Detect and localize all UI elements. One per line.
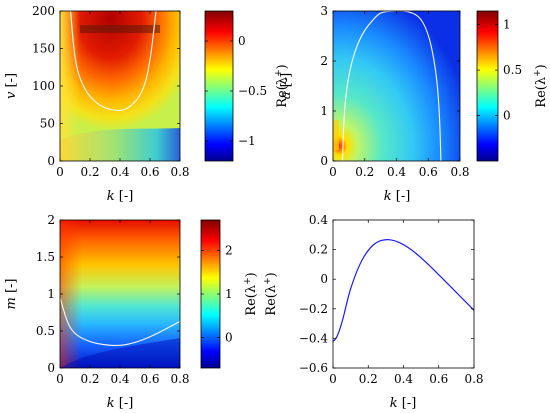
x-tick-label: 0.4 — [394, 372, 413, 386]
y-tick-label: −0.4 — [299, 331, 329, 345]
y-ticks-3: 0 0.5 1 1.5 2 — [36, 213, 180, 375]
x-tick-label: 0.4 — [110, 165, 129, 179]
colorbar-tick-label: 1 — [225, 287, 233, 301]
x-ticks-2: 0 0.2 0.4 0.6 0.8 — [329, 11, 470, 179]
x-tick-label: 0.6 — [419, 165, 438, 179]
x-tick-label: 0.6 — [140, 165, 159, 179]
x-axis-label-2: k [-] — [384, 189, 411, 204]
y-tick-label: 50 — [40, 117, 55, 131]
y-tick-label: 0.2 — [309, 243, 328, 257]
heatmap-field-3 — [60, 220, 180, 368]
heatmap-field-1 — [60, 11, 180, 161]
x-tick-label: 0.2 — [80, 165, 99, 179]
y-axis-label-1: v [-] — [4, 73, 19, 99]
y-axis-label-3: m [-] — [4, 279, 19, 310]
x-tick-label: 0.2 — [355, 165, 374, 179]
y-tick-label: 1.5 — [36, 250, 55, 264]
x-ticks-4: 0 0.2 0.4 0.6 0.8 — [329, 220, 484, 386]
line-series-1 — [333, 239, 474, 342]
colorbar-ticks-3: 2 1 0 — [201, 243, 233, 345]
x-tick-label: 0 — [329, 372, 337, 386]
y-ticks-1: 0 50 100 150 200 — [32, 4, 180, 168]
colorbar-tick-label: 2 — [225, 243, 233, 257]
y-tick-label: 0.5 — [36, 324, 55, 338]
y-ticks-2: 0 1 2 3 — [320, 4, 460, 168]
y-tick-label: 2 — [320, 54, 328, 68]
x-axis-label-3: k [-] — [107, 396, 134, 411]
y-tick-label: 3 — [320, 4, 328, 18]
y-tick-label: 1 — [47, 287, 55, 301]
colorbar-tick-label: 0 — [225, 331, 233, 345]
y-tick-label: 2 — [47, 213, 55, 227]
line-panel-bottom-right: 0 0.2 0.4 0.6 0.8 0.40.20−0.2−0.4−0.6 k [-] … — [263, 213, 484, 411]
y-tick-label: −0.2 — [299, 302, 328, 316]
x-tick-label: 0.4 — [110, 372, 129, 386]
y-tick-label: 100 — [32, 79, 55, 93]
x-tick-label: 0 — [56, 165, 64, 179]
heatmap-field-2 — [333, 11, 460, 161]
y-tick-label: −0.6 — [299, 361, 328, 375]
y-tick-label: 200 — [32, 4, 55, 18]
colorbar-tick-label: 1 — [503, 18, 511, 32]
y-tick-label: 150 — [32, 42, 55, 56]
y-axis-label-4: Re(λ+) — [263, 272, 279, 315]
colorbar-tick-label: 0 — [503, 109, 511, 123]
colorbar-1 — [205, 11, 233, 161]
colorbar-label-3: Re(λ+) — [243, 272, 259, 315]
colorbar-3 — [201, 220, 220, 368]
y-tick-label: 1 — [320, 104, 328, 118]
colorbar-label-2: Re(λ+) — [533, 64, 549, 107]
y-ticks-4: 0.4 0.2 0 −0.2 −0.4 −0.6 — [299, 213, 474, 375]
heatmap-panel-top-left: 0 0.2 0.4 0.6 0.8 0 50 100 150 200 k [-] v [-] 0… — [4, 4, 290, 204]
x-tick-label: 0 — [56, 372, 64, 386]
x-tick-label: 0.8 — [464, 372, 483, 386]
heatmap-panel-bottom-left: 0 0.2 0.4 0.6 0.8 00.511.52 k [-] m [-] 210 … — [4, 213, 259, 411]
x-axis-label-4: k [-] — [390, 396, 417, 411]
colorbar-tick-label: 0 — [238, 34, 246, 48]
colorbar-tick-label: −1 — [238, 134, 256, 148]
y-tick-label: 0 — [320, 272, 328, 286]
y-tick-label: 0 — [47, 361, 55, 375]
colorbar-ticks-1: 0 −0.5 −1 — [205, 34, 267, 148]
zero-contour-2 — [341, 11, 442, 161]
x-tick-label: 0.6 — [140, 372, 159, 386]
x-tick-label: 0.6 — [429, 372, 448, 386]
x-ticks-3: 0 0.2 0.4 0.6 0.8 — [56, 220, 190, 386]
y-tick-label: 0.4 — [309, 213, 328, 227]
colorbar-2 — [477, 11, 498, 161]
colorbar-tick-label: 0.5 — [503, 63, 522, 77]
x-axis-label-1: k [-] — [107, 189, 134, 204]
colorbar-ticks-2: 10.50 — [477, 18, 522, 123]
x-tick-label: 0.8 — [170, 372, 189, 386]
y-tick-label: 0 — [47, 154, 55, 168]
zero-contour-1 — [69, 11, 157, 111]
x-tick-label: 0.2 — [359, 372, 378, 386]
x-tick-label: 0.4 — [387, 165, 406, 179]
x-tick-label: 0.8 — [170, 165, 189, 179]
x-ticks-1: 0 0.2 0.4 0.6 0.8 — [56, 11, 190, 179]
zero-contour-3 — [60, 297, 180, 347]
x-tick-label: 0.2 — [80, 372, 99, 386]
x-tick-label: 0 — [329, 165, 337, 179]
y-axis-label-2: a [-] — [279, 73, 294, 99]
x-tick-label: 0.8 — [450, 165, 469, 179]
y-tick-label: 0 — [320, 154, 328, 168]
colorbar-tick-label: −0.5 — [238, 84, 267, 98]
